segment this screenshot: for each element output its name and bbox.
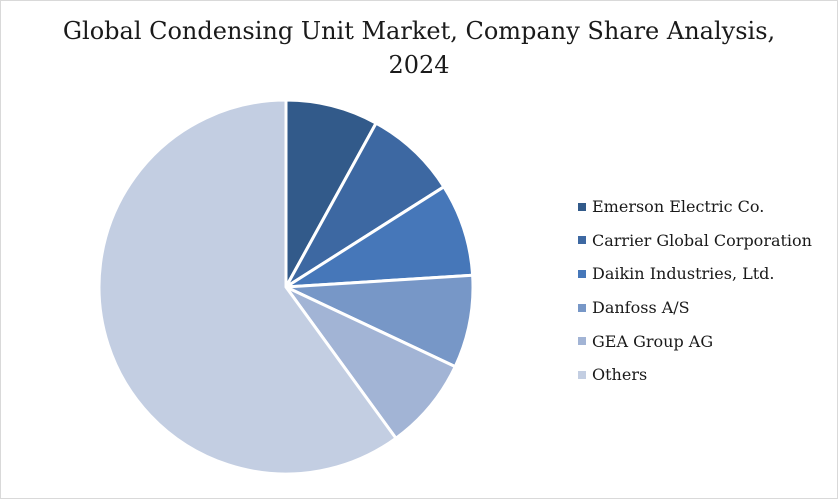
chart-title-line-2: 2024	[388, 51, 450, 79]
chart-title: Global Condensing Unit Market, Company S…	[0, 14, 838, 82]
legend-label: Daikin Industries, Ltd.	[592, 264, 775, 284]
legend-swatch	[578, 202, 586, 211]
pie-slice-daikin-industries-ltd	[284, 185, 475, 289]
legend-swatch	[578, 337, 586, 346]
legend-item: Daikin Industries, Ltd.	[578, 257, 812, 291]
legend-swatch	[578, 303, 586, 312]
legend-swatch	[578, 370, 586, 379]
legend-label: Others	[592, 365, 648, 385]
legend-item: GEA Group AG	[578, 324, 812, 358]
legend-item: Danfoss A/S	[578, 291, 812, 325]
legend-label: Carrier Global Corporation	[592, 230, 812, 250]
legend-label: GEA Group AG	[592, 331, 714, 351]
pie-slices	[97, 98, 475, 476]
legend-item: Others	[578, 358, 812, 392]
legend-label: Danfoss A/S	[592, 298, 690, 318]
pie-slice-danfoss-a-s	[284, 273, 475, 369]
legend-label: Emerson Electric Co.	[592, 197, 765, 217]
chart-title-line-1: Global Condensing Unit Market, Company S…	[62, 17, 776, 45]
legend-swatch	[578, 269, 586, 278]
pie-slice-gea-group-ag	[284, 285, 457, 440]
pie-slice-emerson-electric-co	[284, 98, 378, 289]
legend-swatch	[578, 236, 586, 245]
legend-item: Carrier Global Corporation	[578, 224, 812, 258]
pie-slice-others	[97, 98, 398, 476]
legend-item: Emerson Electric Co.	[578, 190, 812, 224]
pie-slice-carrier-global-corporation	[284, 121, 446, 289]
chart-legend: Emerson Electric Co. Carrier Global Corpo…	[578, 190, 812, 392]
